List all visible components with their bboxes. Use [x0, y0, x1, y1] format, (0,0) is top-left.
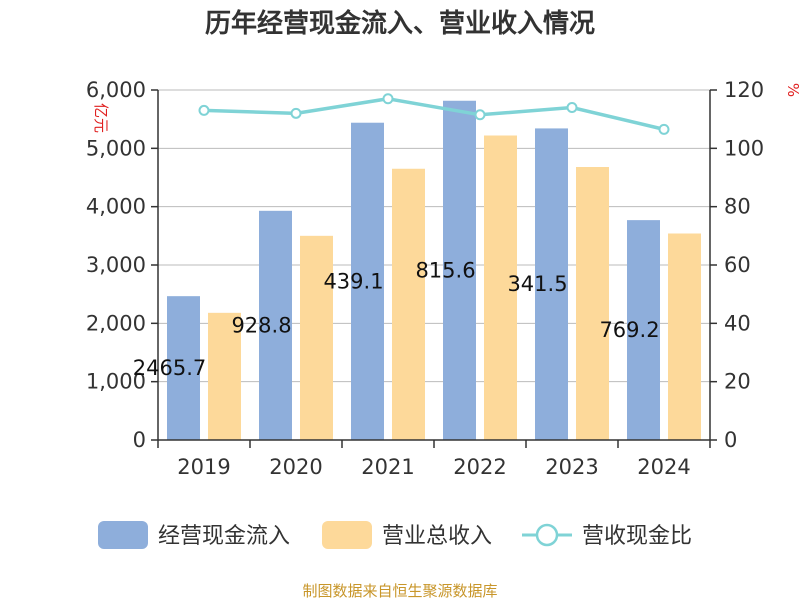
axes: 0 1,000 2,000 3,000 4,000 5,000 6,000 0 20 40 60 80… — [86, 78, 764, 479]
left-tick-label: 3,000 — [86, 253, 146, 277]
legend-label-revenue: 营业总收入 — [382, 524, 492, 549]
ratio-point — [658, 123, 670, 135]
left-tick-label: 2,000 — [86, 311, 146, 335]
right-tick-label: 20 — [724, 370, 751, 394]
left-tick-label: 0 — [133, 428, 146, 452]
ratio-point — [198, 104, 210, 116]
data-label-cash-flow: 769.2 — [599, 318, 659, 342]
source-note: 制图数据来自恒生聚源数据库 — [302, 582, 497, 600]
right-tick-label: 60 — [724, 253, 751, 277]
bar-revenue — [576, 167, 609, 440]
data-label-cash-flow: 341.5 — [507, 272, 567, 296]
bar-revenue — [300, 235, 333, 440]
right-tick-label: 120 — [724, 78, 764, 102]
ratio-point — [474, 109, 486, 121]
left-tick-label: 5,000 — [86, 136, 146, 160]
x-tick-label: 2020 — [269, 455, 322, 479]
right-tick-label: 0 — [724, 428, 737, 452]
data-labels: 2465.7 928.8 439.1 815.6 341.5 769.2 — [133, 258, 660, 380]
left-axis-unit: 亿元 — [92, 103, 110, 133]
x-tick-label: 2023 — [545, 455, 598, 479]
bar-cash-flow — [627, 220, 660, 440]
legend: 经营现金流入 营业总收入 营收现金比 — [98, 521, 692, 549]
bar-revenue — [392, 168, 425, 440]
ratio-point — [290, 107, 302, 119]
bar-revenue — [484, 135, 517, 440]
bar-cash-flow — [259, 210, 292, 440]
ratio-point — [566, 102, 578, 113]
legend-label-cash-flow: 经营现金流入 — [158, 524, 290, 549]
x-tick-label: 2022 — [453, 455, 506, 479]
x-tick-label: 2019 — [177, 455, 230, 479]
right-axis-unit: % — [784, 83, 800, 97]
left-tick-label: 1,000 — [86, 370, 146, 394]
ratio-line — [198, 93, 670, 135]
x-tick-label: 2024 — [637, 455, 690, 479]
data-label-cash-flow: 439.1 — [323, 269, 383, 293]
right-tick-label: 40 — [724, 311, 751, 335]
grid-lines — [158, 89, 710, 383]
legend-swatch-cash-flow — [98, 521, 148, 549]
bar-revenue — [668, 233, 701, 440]
legend-swatch-revenue — [322, 521, 372, 549]
data-label-cash-flow: 815.6 — [415, 258, 475, 282]
x-tick-label: 2021 — [361, 455, 414, 479]
data-label-cash-flow: 2465.7 — [133, 356, 206, 380]
bars — [167, 100, 701, 441]
ratio-point — [382, 93, 394, 105]
data-label-cash-flow: 928.8 — [231, 313, 291, 337]
right-tick-label: 80 — [724, 195, 751, 219]
left-tick-label: 6,000 — [86, 78, 146, 102]
chart-title: 历年经营现金流入、营业收入情况 — [205, 8, 595, 39]
bar-cash-flow — [167, 296, 200, 440]
ratio-polyline — [203, 96, 665, 132]
legend-label-ratio: 营收现金比 — [582, 524, 692, 549]
bar-revenue — [208, 312, 241, 440]
left-tick-label: 4,000 — [86, 195, 146, 219]
bar-cash-flow — [535, 128, 568, 440]
bar-cash-flow — [443, 100, 476, 441]
right-tick-label: 100 — [724, 136, 764, 160]
bar-cash-flow — [351, 122, 384, 440]
legend-marker-ratio — [535, 523, 559, 547]
